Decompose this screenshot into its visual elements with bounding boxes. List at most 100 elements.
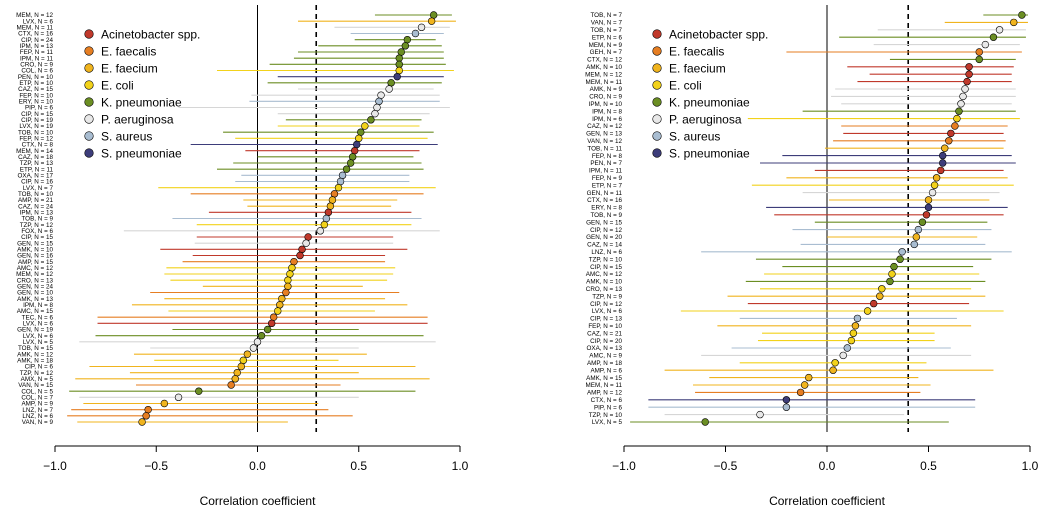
row-label: AMX, N = 5 <box>21 376 54 383</box>
legend-marker <box>84 80 94 90</box>
point-estimate <box>336 177 345 186</box>
point-estimate <box>869 299 878 308</box>
legend-marker <box>652 63 662 73</box>
row-label: COL, N = 7 <box>21 395 53 402</box>
row-label: GEN, N = 24 <box>17 284 53 291</box>
row-label: LNZ, N = 7 <box>22 407 53 414</box>
row-label: CIP, N = 19 <box>21 117 53 124</box>
point-estimate <box>963 77 971 86</box>
point-estimate <box>267 319 276 328</box>
row-label: CTX, N = 12 <box>587 57 622 64</box>
row-label: AMK, N = 13 <box>17 296 53 303</box>
x-tick-label: 0.5 <box>350 459 367 473</box>
row-label: CIP, N = 15 <box>590 264 622 271</box>
row-label: CIP, N = 12 <box>590 227 622 234</box>
point-estimate <box>910 240 918 249</box>
row-label: ETP, N = 6 <box>592 34 623 41</box>
point-estimate <box>393 72 401 81</box>
point-estimate <box>888 270 896 278</box>
row-label: LVX, N = 6 <box>23 321 54 328</box>
point-estimate <box>320 220 329 229</box>
point-estimate <box>1018 11 1026 19</box>
row-label: MEM, N = 11 <box>586 382 623 389</box>
point-estimate <box>701 418 709 426</box>
point-estimate <box>955 107 963 115</box>
point-estimate <box>839 351 847 360</box>
row-label: TZP, N = 12 <box>20 370 54 377</box>
row-label: IPM, N = 8 <box>592 108 622 115</box>
row-label: GEN, N = 15 <box>17 240 53 247</box>
point-estimate <box>357 128 365 136</box>
point-estimate <box>322 214 331 223</box>
legend-label: E. coli <box>101 78 134 92</box>
point-estimate <box>342 165 351 173</box>
x-tick-label: 0.0 <box>249 459 266 473</box>
point-estimate <box>878 285 886 293</box>
point-estimate <box>890 262 898 271</box>
legend-marker <box>84 29 94 39</box>
point-estimate <box>326 202 335 210</box>
row-label: AMK, N = 12 <box>17 351 53 358</box>
row-label: IPM, N = 10 <box>589 101 623 108</box>
row-label: AMK, N = 9 <box>590 86 623 93</box>
row-label: MEM, N = 12 <box>16 12 53 19</box>
row-label: VAN, N = 7 <box>591 20 623 27</box>
row-label: GEN, N = 11 <box>587 190 623 197</box>
point-estimate <box>975 55 983 64</box>
legend-label: S. pneumoniae <box>101 146 182 160</box>
point-estimate <box>981 40 990 49</box>
point-estimate <box>930 181 939 189</box>
row-label: LVX, N = 5 <box>592 419 623 426</box>
x-tick-label: 1.0 <box>1022 459 1039 473</box>
row-label: LVX, N = 6 <box>592 308 623 315</box>
point-estimate <box>249 344 258 352</box>
row-label: AMC, N = 12 <box>17 265 54 272</box>
point-estimate <box>375 97 383 106</box>
row-label: TZP, N = 12 <box>20 222 54 229</box>
point-estimate <box>276 301 284 309</box>
row-label: IPM, N = 8 <box>23 302 53 309</box>
point-estimate <box>160 399 169 408</box>
point-estimate <box>395 60 403 69</box>
row-label: AMC, N = 12 <box>586 271 623 278</box>
row-label: AMK, N = 15 <box>586 375 622 382</box>
row-label: FEP, N = 8 <box>592 153 623 160</box>
x-axis-label: Correlation coefficient <box>769 494 886 508</box>
legend-marker <box>652 97 662 107</box>
point-estimate <box>195 387 203 395</box>
point-estimate <box>395 66 403 75</box>
legend-marker <box>84 46 94 56</box>
point-estimate <box>324 208 333 217</box>
row-label: CIP, N = 15 <box>21 234 53 241</box>
point-estimate <box>831 359 839 367</box>
legend-label: P. aeruginosa <box>669 112 742 126</box>
point-estimate <box>853 314 862 323</box>
row-label: MEM, N = 14 <box>16 148 53 155</box>
row-label: TZP, N = 10 <box>589 412 623 419</box>
point-estimate <box>282 288 290 297</box>
row-label: TZP, N = 10 <box>589 256 623 263</box>
row-label: OXA, N = 13 <box>586 345 622 352</box>
point-estimate <box>395 54 403 62</box>
point-estimate <box>296 251 304 260</box>
row-label: CTX, N = 16 <box>587 197 622 204</box>
row-label: CIP, N = 16 <box>21 179 53 186</box>
legend: Acinetobacter spp. E. faecalis E. faecium E… <box>84 27 200 160</box>
point-estimate <box>284 276 292 284</box>
point-estimate <box>851 322 860 330</box>
point-estimate <box>346 159 355 167</box>
point-estimate <box>278 294 286 303</box>
point-estimate <box>947 129 955 138</box>
point-estimate <box>847 336 856 345</box>
row-label: LVX, N = 6 <box>23 333 54 340</box>
point-estimate <box>936 166 945 175</box>
point-estimate <box>953 114 961 123</box>
point-estimate <box>142 412 150 420</box>
point-estimate <box>373 103 381 112</box>
point-estimate <box>288 264 296 272</box>
legend-label: S. aureus <box>101 129 152 143</box>
row-label: CIP, N = 12 <box>590 301 622 308</box>
point-estimate <box>371 109 379 118</box>
row-label: TZP, N = 9 <box>592 293 622 300</box>
row-label: MEM, N = 12 <box>585 71 622 78</box>
